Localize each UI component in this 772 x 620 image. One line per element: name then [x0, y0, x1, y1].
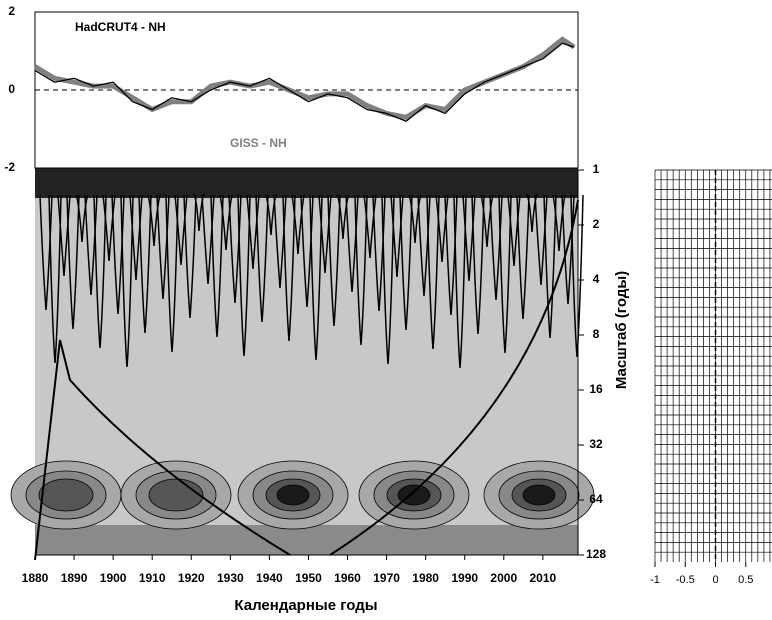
- contour: [165, 194, 179, 353]
- x-tick-label: 2000: [490, 571, 517, 585]
- y-tick-label: 128: [586, 547, 606, 561]
- x-axis-title: Календарные годы: [234, 597, 377, 614]
- x-tick-label: 0.5: [738, 574, 753, 586]
- contour: [471, 194, 485, 335]
- contour: [75, 194, 89, 243]
- contour: [516, 194, 530, 320]
- contour: [327, 194, 341, 327]
- y-tick-label: 64: [589, 492, 603, 506]
- contour: [480, 194, 494, 248]
- contour: [408, 194, 422, 244]
- contour: [93, 194, 107, 349]
- contour: [543, 194, 557, 339]
- contour: [120, 194, 134, 368]
- x-tick-label: 1970: [373, 571, 400, 585]
- contour: [282, 194, 296, 342]
- cone-left: [34, 339, 291, 561]
- contour: [147, 194, 161, 247]
- x-tick-label: 1910: [139, 571, 166, 585]
- high-band: [35, 168, 578, 198]
- x-tick-label: 1890: [61, 571, 88, 585]
- x-tick-label: 1880: [22, 571, 49, 585]
- contour: [138, 194, 152, 334]
- contour: [381, 194, 395, 365]
- y-tick-label: 32: [589, 437, 603, 451]
- contour: [453, 194, 467, 369]
- series-label: HadCRUT4 - NH: [75, 20, 166, 34]
- contour: [237, 194, 251, 357]
- power-blob: [522, 484, 556, 506]
- series-label: GISS - NH: [230, 136, 287, 150]
- power-regions: [10, 168, 595, 555]
- contour: [210, 194, 224, 338]
- contour: [219, 194, 233, 251]
- power-blob: [276, 484, 310, 506]
- y-tick-label: 0: [8, 82, 15, 96]
- x-tick-label: 2010: [529, 571, 556, 585]
- x-tick-label: 0: [712, 574, 718, 586]
- contour: [255, 194, 269, 323]
- y-tick-label: -2: [4, 160, 15, 174]
- x-tick-label: -1: [650, 574, 660, 586]
- contour: [309, 194, 323, 361]
- power-blob: [397, 484, 431, 506]
- x-tick-label: -0.5: [676, 574, 695, 586]
- contour: [570, 194, 584, 358]
- contour: [264, 194, 278, 236]
- x-tick-label: 1900: [100, 571, 127, 585]
- contour: [426, 194, 440, 350]
- x-tick-label: 1980: [412, 571, 439, 585]
- power-blob: [38, 478, 94, 512]
- y-tick-label: 2: [8, 4, 15, 18]
- y-axis-title: Масштаб (годы): [613, 271, 630, 389]
- contour: [525, 194, 539, 233]
- contour: [66, 194, 80, 330]
- contour: [336, 194, 350, 240]
- cone-right: [329, 199, 579, 556]
- y-tick-label: 16: [589, 382, 603, 396]
- x-tick-label: 1920: [178, 571, 205, 585]
- power-blob: [148, 478, 204, 512]
- x-tick-label: 1960: [334, 571, 361, 585]
- y-tick-label: 2: [593, 217, 600, 231]
- y-tick-label: 1: [593, 162, 600, 176]
- series-line: [34, 42, 575, 122]
- low-band: [35, 525, 578, 555]
- y-tick-label: 8: [593, 327, 600, 341]
- x-tick-label: 1930: [217, 571, 244, 585]
- contour: [354, 194, 368, 346]
- y-tick-label: 4: [593, 272, 600, 286]
- x-tick-label: 1990: [451, 571, 478, 585]
- x-tick-label: 1940: [256, 571, 283, 585]
- contour-lines: [39, 193, 584, 369]
- x-tick-label: 1950: [295, 571, 322, 585]
- contour: [498, 194, 512, 354]
- contour: [183, 194, 197, 319]
- contour: [192, 193, 206, 232]
- contour: [399, 194, 413, 331]
- contour: [48, 194, 62, 364]
